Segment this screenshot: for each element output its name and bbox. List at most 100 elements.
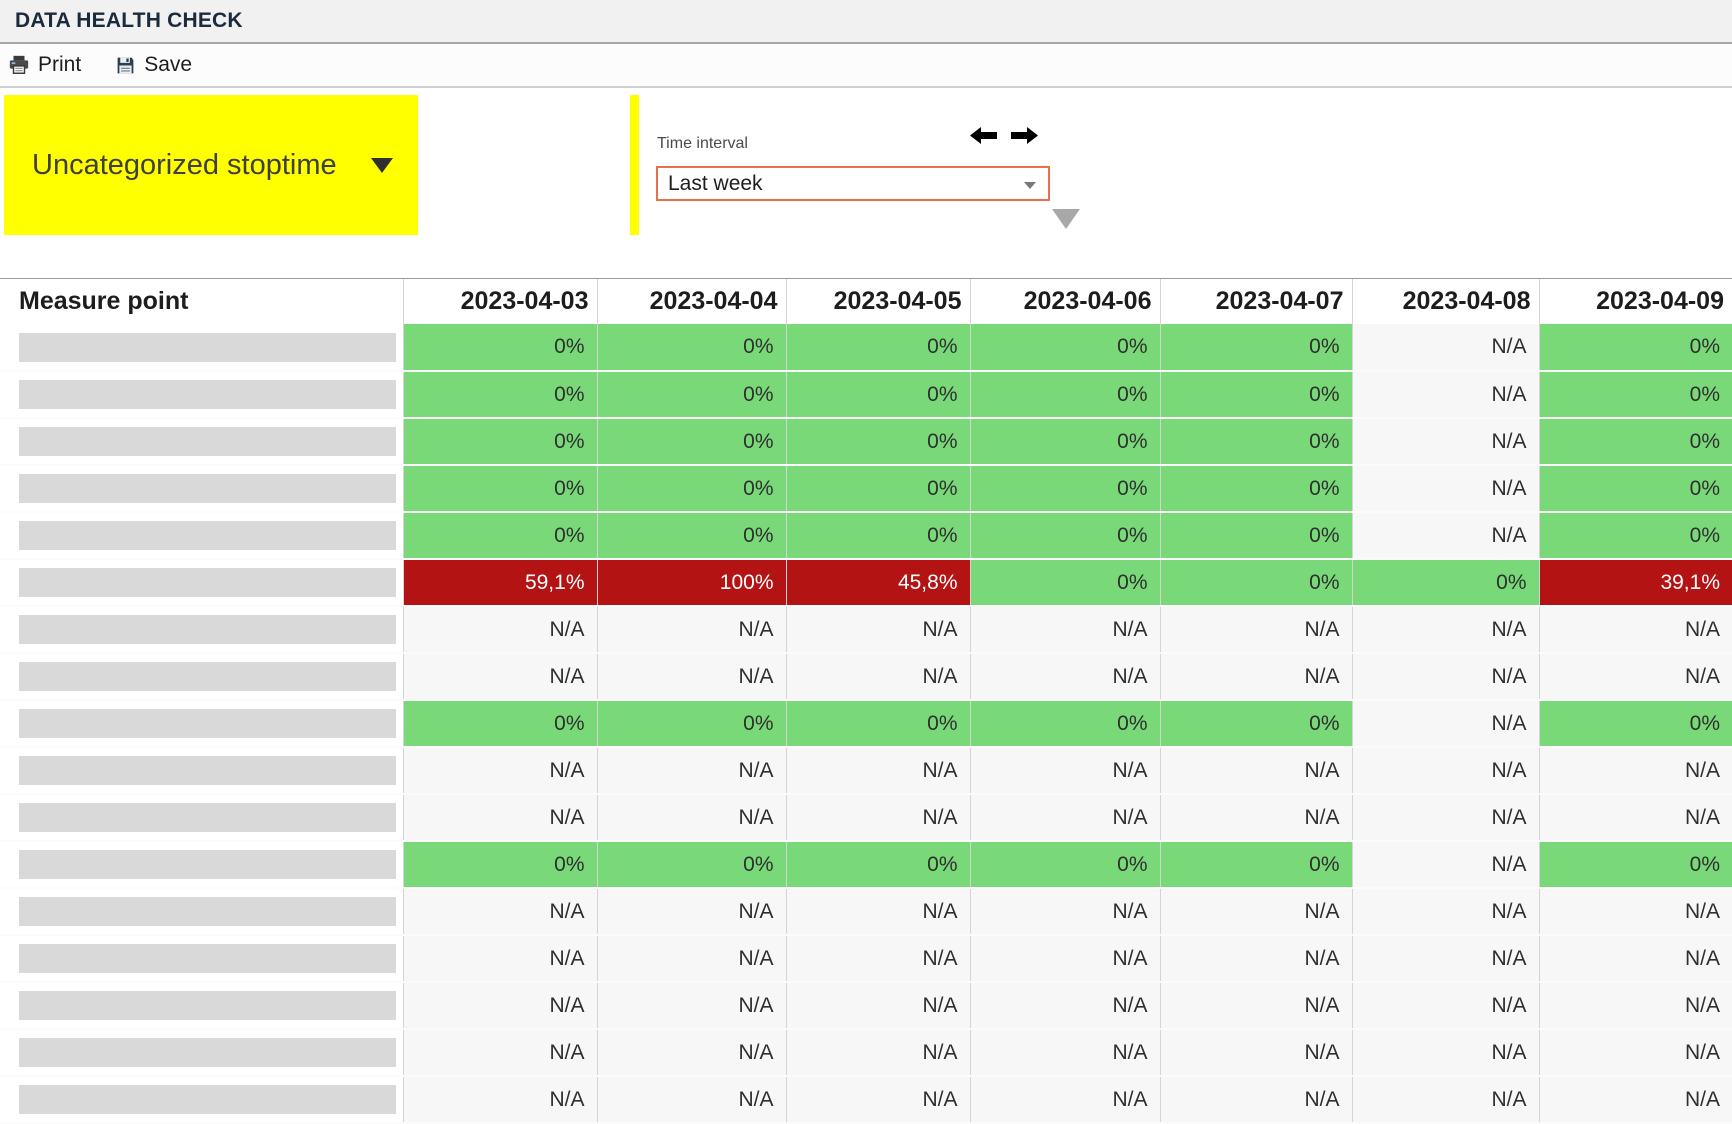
value-cell: 39,1%	[1539, 559, 1732, 607]
date-column-header: 2023-04-03	[403, 279, 598, 324]
measure-point-redacted-label	[19, 897, 396, 926]
value-cell: N/A	[1352, 371, 1540, 419]
value-cell: N/A	[1539, 982, 1732, 1030]
value-cell: 0%	[786, 465, 971, 513]
print-button-label: Print	[38, 53, 82, 76]
measure-point-cell	[0, 324, 404, 372]
page-title: DATA HEALTH CHECK	[15, 9, 243, 32]
measure-point-redacted-label	[19, 1085, 396, 1114]
time-interval-nav	[970, 127, 1038, 149]
value-cell: N/A	[1539, 794, 1732, 842]
value-cell: N/A	[403, 888, 598, 936]
measure-point-redacted-label	[19, 709, 396, 738]
arrow-left-icon[interactable]	[970, 127, 997, 149]
value-cell: 0%	[403, 841, 598, 889]
value-cell: N/A	[970, 653, 1161, 701]
value-cell: 0%	[786, 841, 971, 889]
value-cell: N/A	[403, 1029, 598, 1077]
value-cell: N/A	[1160, 888, 1353, 936]
value-cell: N/A	[1539, 1076, 1732, 1124]
measure-point-redacted-label	[19, 944, 396, 973]
value-cell: N/A	[1352, 653, 1540, 701]
value-cell: N/A	[1160, 1029, 1353, 1077]
value-cell: N/A	[786, 606, 971, 654]
value-cell: N/A	[970, 935, 1161, 983]
table-header-row: Measure point 2023-04-03 2023-04-04 2023-0…	[0, 279, 1732, 324]
save-button[interactable]: Save	[115, 53, 192, 77]
value-cell: N/A	[597, 747, 787, 795]
value-cell: 0%	[403, 512, 598, 560]
save-button-label: Save	[144, 53, 193, 76]
table-row: N/A N/A N/A N/A N/A N/A N/A	[0, 794, 1732, 842]
value-cell: 0%	[786, 418, 971, 466]
value-cell: 0%	[597, 324, 787, 372]
measure-point-cell	[0, 606, 404, 654]
measure-point-redacted-label	[19, 427, 396, 456]
table-body: 0% 0% 0% 0% 0% N/A 0% 0% 0% 0% 0% 0% N/A 0% 0% 0% 0% 0% 0%…	[0, 324, 1732, 1124]
value-cell: 0%	[1160, 559, 1353, 607]
value-cell: 0%	[970, 559, 1161, 607]
value-cell: 0%	[1160, 700, 1353, 748]
value-cell: N/A	[1352, 465, 1540, 513]
table-row: 0% 0% 0% 0% 0% N/A 0%	[0, 465, 1732, 513]
value-cell: N/A	[403, 653, 598, 701]
filter-controls: Uncategorized stoptime Time interval Las…	[0, 88, 1732, 261]
value-cell: N/A	[786, 653, 971, 701]
table-row: N/A N/A N/A N/A N/A N/A N/A	[0, 982, 1732, 1030]
value-cell: N/A	[970, 1029, 1161, 1077]
arrow-right-icon[interactable]	[1011, 127, 1038, 149]
measure-point-redacted-label	[19, 332, 396, 362]
value-cell: N/A	[1539, 653, 1732, 701]
value-cell: 0%	[786, 371, 971, 419]
measure-point-redacted-label	[19, 568, 396, 597]
printer-icon	[8, 54, 30, 76]
value-cell: 0%	[403, 465, 598, 513]
measure-point-cell	[0, 653, 404, 701]
panel-resize-handle-icon[interactable]	[1052, 209, 1080, 229]
value-cell: 0%	[1352, 559, 1540, 607]
value-cell: N/A	[403, 935, 598, 983]
value-cell: 0%	[786, 700, 971, 748]
measure-point-cell	[0, 371, 404, 419]
table-row: 0% 0% 0% 0% 0% N/A 0%	[0, 700, 1732, 748]
measure-point-redacted-label	[19, 1038, 396, 1067]
value-cell: 0%	[403, 371, 598, 419]
value-cell: 0%	[1160, 512, 1353, 560]
toolbar: Print Save	[0, 44, 1732, 88]
chevron-down-icon	[370, 157, 393, 173]
measure-point-redacted-label	[19, 662, 396, 691]
table-row: N/A N/A N/A N/A N/A N/A N/A	[0, 935, 1732, 983]
print-button[interactable]: Print	[8, 53, 81, 77]
date-column-header: 2023-04-06	[970, 279, 1161, 324]
value-cell: 0%	[1160, 418, 1353, 466]
category-dropdown-label: Uncategorized stoptime	[32, 148, 337, 181]
time-interval-selected-value: Last week	[668, 171, 763, 195]
value-cell: N/A	[970, 982, 1161, 1030]
time-interval-label: Time interval	[657, 135, 748, 152]
table-row: 0% 0% 0% 0% 0% N/A 0%	[0, 841, 1732, 889]
time-interval-panel: Time interval Last week	[630, 95, 1088, 235]
measure-point-cell	[0, 465, 404, 513]
table-row: N/A N/A N/A N/A N/A N/A N/A	[0, 1029, 1732, 1077]
value-cell: 0%	[1160, 324, 1353, 372]
value-cell: 0%	[970, 324, 1161, 372]
value-cell: N/A	[1539, 935, 1732, 983]
value-cell: N/A	[1160, 982, 1353, 1030]
measure-point-redacted-label	[19, 380, 396, 409]
value-cell: 0%	[786, 324, 971, 372]
date-column-header: 2023-04-05	[786, 279, 971, 324]
value-cell: N/A	[1352, 606, 1540, 654]
value-cell: 0%	[970, 418, 1161, 466]
category-dropdown[interactable]: Uncategorized stoptime	[4, 95, 418, 235]
value-cell: N/A	[403, 747, 598, 795]
value-cell: 0%	[786, 512, 971, 560]
time-interval-select[interactable]: Last week	[656, 166, 1050, 201]
measure-point-cell	[0, 1076, 404, 1124]
value-cell: N/A	[1352, 888, 1540, 936]
value-cell: N/A	[1352, 512, 1540, 560]
value-cell: N/A	[403, 982, 598, 1030]
value-cell: N/A	[1352, 982, 1540, 1030]
value-cell: N/A	[403, 1076, 598, 1124]
table-row: 0% 0% 0% 0% 0% N/A 0%	[0, 418, 1732, 466]
value-cell: N/A	[597, 1076, 787, 1124]
